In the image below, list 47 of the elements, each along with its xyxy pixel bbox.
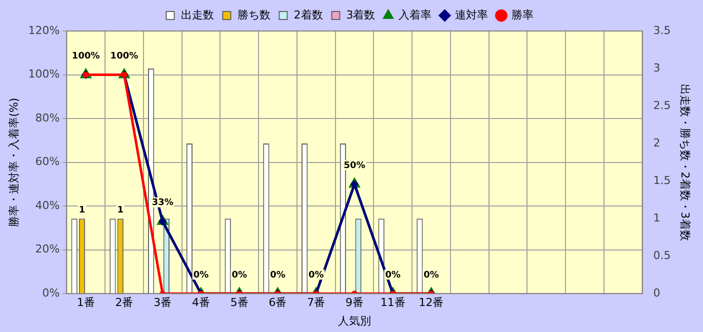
- data-label: 1: [117, 205, 124, 216]
- legend-label: 2着数: [294, 8, 323, 22]
- y-tick-label: 120%: [28, 24, 60, 37]
- x-tick-label: 3番: [154, 296, 172, 310]
- legend-label: 勝ち数: [237, 8, 270, 22]
- y-tick-label: 40%: [35, 198, 60, 212]
- legend-label: 出走数: [180, 8, 214, 22]
- x-tick-label: 11番: [380, 296, 406, 310]
- data-label: 0%: [270, 270, 286, 280]
- y2-tick-label: 3.5: [653, 24, 671, 37]
- legend-label: 勝率: [512, 8, 534, 22]
- y-tick-label: 0%: [42, 286, 60, 300]
- y-tick-label: 80%: [35, 111, 60, 124]
- x-tick-label: 9番: [345, 296, 364, 310]
- y-axis-title: 勝率・連対率・入着率(%): [7, 98, 20, 227]
- y-tick-label: 100%: [28, 68, 60, 81]
- data-label: 1: [78, 205, 86, 216]
- data-label: 0%: [232, 270, 247, 280]
- y2-tick-label: 1.5: [653, 174, 671, 187]
- data-label: 50%: [344, 161, 366, 172]
- legend-label: 入着率: [398, 8, 432, 22]
- x-tick-label: 6番: [268, 296, 287, 310]
- data-label: 0%: [308, 270, 324, 280]
- data-label: 0%: [193, 270, 209, 280]
- data-label: 100%: [110, 52, 138, 62]
- data-label: 100%: [72, 52, 100, 62]
- x-tick-label: 12番: [418, 296, 444, 310]
- y-tick-label: 20%: [35, 242, 60, 256]
- data-label: 33%: [152, 198, 174, 208]
- x-tick-label: 5番: [230, 296, 248, 310]
- y-tick-label: 60%: [35, 155, 60, 168]
- y2-tick-label: 0: [653, 286, 660, 300]
- x-tick-label: 1番: [76, 296, 95, 310]
- x-tick-label: 2番: [115, 296, 134, 310]
- y2-tick-label: 3: [653, 61, 660, 74]
- y2-tick-label: 2.5: [653, 98, 671, 112]
- x-tick-label: 4番: [192, 296, 210, 310]
- x-tick-label: 7番: [307, 296, 326, 310]
- y2-tick-label: 1: [653, 211, 660, 224]
- data-label: 0%: [424, 270, 439, 280]
- x-axis-title: 人気別: [338, 314, 371, 328]
- y2-tick-label: 0.5: [653, 248, 671, 262]
- data-label: 0%: [385, 270, 400, 280]
- y2-tick-label: 2: [653, 136, 660, 150]
- y2-axis-title: 出走数・勝ち数・2着数・3着数: [678, 84, 692, 241]
- legend-label: 3着数: [346, 8, 376, 22]
- legend-label: 連対率: [455, 8, 488, 22]
